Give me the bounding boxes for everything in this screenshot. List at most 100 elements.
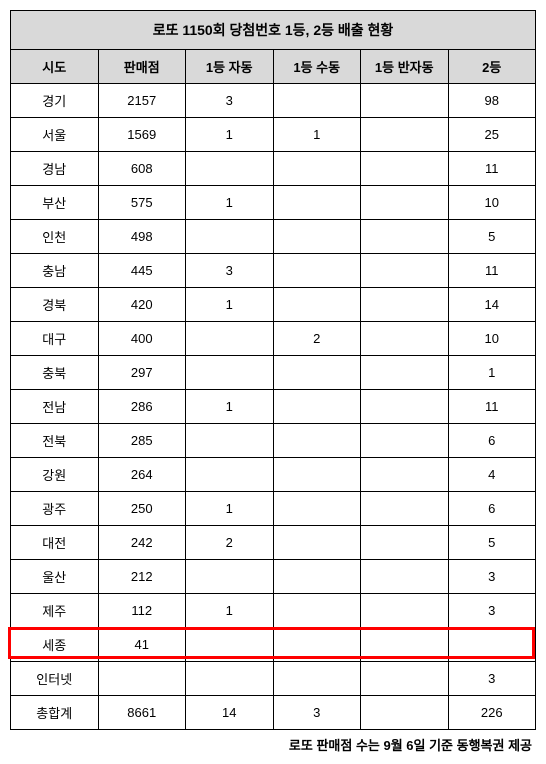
- table-cell: 608: [98, 152, 186, 186]
- table-row: 전남286111: [11, 390, 536, 424]
- table-cell: [186, 424, 274, 458]
- table-cell: 3: [448, 594, 536, 628]
- table-cell: 3: [186, 254, 274, 288]
- table-body: 경기2157398서울15691125경남60811부산575110인천4985…: [11, 84, 536, 730]
- table-cell: [186, 458, 274, 492]
- table-cell: [361, 458, 449, 492]
- table-cell: [361, 662, 449, 696]
- table-cell: [273, 254, 361, 288]
- table-cell: 울산: [11, 560, 99, 594]
- table-cell: 112: [98, 594, 186, 628]
- table-cell: 285: [98, 424, 186, 458]
- table-cell: 1: [448, 356, 536, 390]
- table-cell: 경기: [11, 84, 99, 118]
- table-cell: 11: [448, 254, 536, 288]
- table-cell: 226: [448, 696, 536, 730]
- table-cell: 264: [98, 458, 186, 492]
- table-cell: 3: [448, 560, 536, 594]
- table-cell: 10: [448, 186, 536, 220]
- table-cell: 2: [186, 526, 274, 560]
- table-cell: 강원: [11, 458, 99, 492]
- table-cell: [273, 186, 361, 220]
- table-cell: 250: [98, 492, 186, 526]
- table-cell: 1: [186, 288, 274, 322]
- table-cell: 41: [98, 628, 186, 662]
- table-cell: [361, 594, 449, 628]
- table-cell: 3: [273, 696, 361, 730]
- table-cell: 420: [98, 288, 186, 322]
- table-cell: [186, 220, 274, 254]
- table-cell: 충남: [11, 254, 99, 288]
- table-row: 제주11213: [11, 594, 536, 628]
- table-cell: 98: [448, 84, 536, 118]
- table-row: 인천4985: [11, 220, 536, 254]
- table-cell: 충북: [11, 356, 99, 390]
- table-cell: 6: [448, 492, 536, 526]
- table-row: 충북2971: [11, 356, 536, 390]
- table-cell: 3: [448, 662, 536, 696]
- table-cell: [361, 152, 449, 186]
- table-row: 대구400210: [11, 322, 536, 356]
- table-cell: 경남: [11, 152, 99, 186]
- table-title: 로또 1150회 당첨번호 1등, 2등 배출 현황: [11, 11, 536, 50]
- table-row: 대전24225: [11, 526, 536, 560]
- table-cell: [361, 118, 449, 152]
- table-cell: [273, 220, 361, 254]
- table-row: 부산575110: [11, 186, 536, 220]
- table-cell: [273, 152, 361, 186]
- table-cell: [361, 526, 449, 560]
- table-cell: 2: [273, 322, 361, 356]
- table-cell: [186, 152, 274, 186]
- table-cell: 서울: [11, 118, 99, 152]
- table-cell: 14: [186, 696, 274, 730]
- table-row: 세종41: [11, 628, 536, 662]
- table-cell: [98, 662, 186, 696]
- table-cell: [273, 662, 361, 696]
- table-cell: 575: [98, 186, 186, 220]
- table-cell: [361, 288, 449, 322]
- table-cell: 1: [186, 492, 274, 526]
- lotto-table: 로또 1150회 당첨번호 1등, 2등 배출 현황 시도 판매점 1등 자동 …: [10, 10, 536, 730]
- table-row: 울산2123: [11, 560, 536, 594]
- table-cell: [361, 220, 449, 254]
- table-cell: 전북: [11, 424, 99, 458]
- table-cell: [186, 560, 274, 594]
- table-cell: 1: [186, 118, 274, 152]
- col-header-second: 2등: [448, 50, 536, 84]
- table-cell: 400: [98, 322, 186, 356]
- table-cell: [361, 254, 449, 288]
- table-cell: [361, 492, 449, 526]
- table-row: 경북420114: [11, 288, 536, 322]
- table-row: 강원264 4: [11, 458, 536, 492]
- col-header-manual: 1등 수동: [273, 50, 361, 84]
- table-cell: [186, 628, 274, 662]
- table-cell: [273, 594, 361, 628]
- table-row: 경기2157398: [11, 84, 536, 118]
- table-cell: [273, 458, 361, 492]
- table-cell: [273, 390, 361, 424]
- table-cell: [273, 560, 361, 594]
- table-row: 전북2856: [11, 424, 536, 458]
- table-container: 로또 1150회 당첨번호 1등, 2등 배출 현황 시도 판매점 1등 자동 …: [10, 10, 536, 730]
- table-cell: [361, 628, 449, 662]
- table-cell: [186, 662, 274, 696]
- table-cell: 3: [186, 84, 274, 118]
- table-cell: 25: [448, 118, 536, 152]
- table-cell: [361, 84, 449, 118]
- footnote: 로또 판매점 수는 9월 6일 기준 동행복권 제공: [10, 735, 536, 754]
- table-row: 경남60811: [11, 152, 536, 186]
- table-cell: [361, 356, 449, 390]
- table-cell: [448, 628, 536, 662]
- table-cell: 1: [186, 594, 274, 628]
- table-row: 충남4453 11: [11, 254, 536, 288]
- table-cell: 1: [186, 390, 274, 424]
- table-cell: 4: [448, 458, 536, 492]
- table-cell: [186, 356, 274, 390]
- table-cell: 대구: [11, 322, 99, 356]
- table-cell: 286: [98, 390, 186, 424]
- table-cell: [361, 186, 449, 220]
- table-cell: 총합계: [11, 696, 99, 730]
- table-cell: 5: [448, 526, 536, 560]
- table-cell: 8661: [98, 696, 186, 730]
- table-cell: 445: [98, 254, 186, 288]
